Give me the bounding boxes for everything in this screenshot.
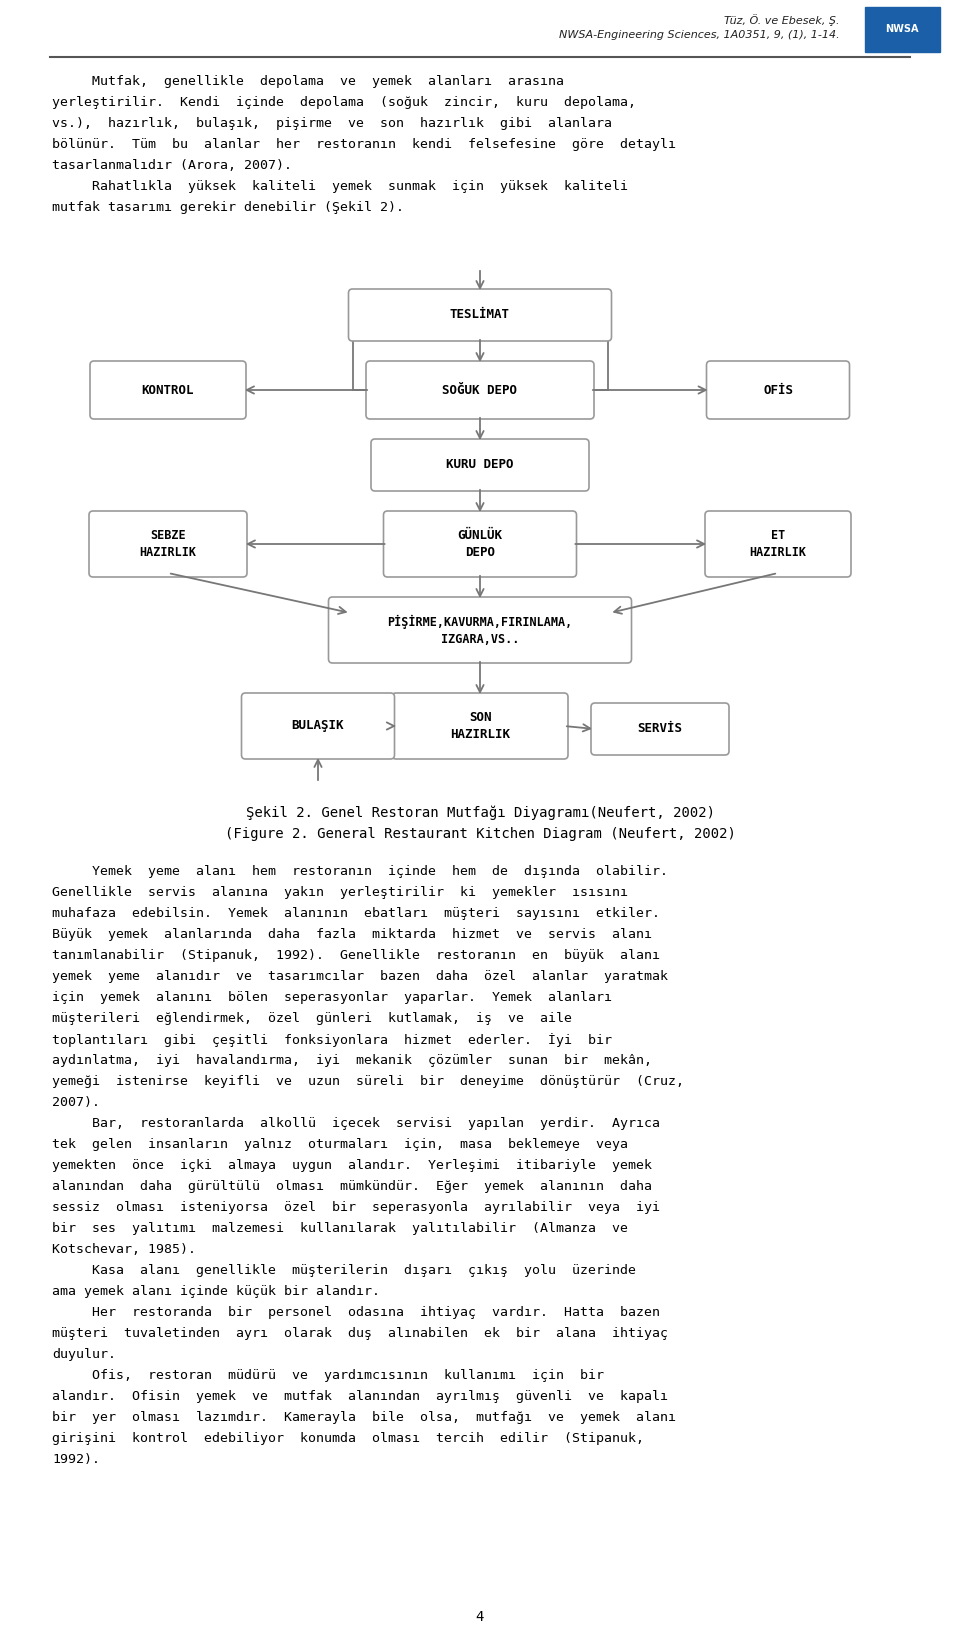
Text: duyulur.: duyulur. (52, 1348, 116, 1361)
Text: alanından  daha  gürültülü  olması  mümkündür.  Eğer  yemek  alanının  daha: alanından daha gürültülü olması mümkündü… (52, 1180, 652, 1193)
FancyBboxPatch shape (705, 510, 851, 577)
Text: tasarlanmalıdır (Arora, 2007).: tasarlanmalıdır (Arora, 2007). (52, 160, 292, 173)
Text: (Figure 2. General Restaurant Kitchen Diagram (Neufert, 2002): (Figure 2. General Restaurant Kitchen Di… (225, 826, 735, 841)
Text: Şekil 2. Genel Restoran Mutfağı Diyagramı(Neufert, 2002): Şekil 2. Genel Restoran Mutfağı Diyagram… (246, 805, 714, 820)
Text: vs.),  hazırlık,  bulaşık,  pişirme  ve  son  hazırlık  gibi  alanlara: vs.), hazırlık, bulaşık, pişirme ve son … (52, 117, 612, 130)
Text: Kotschevar, 1985).: Kotschevar, 1985). (52, 1244, 196, 1257)
Text: SEBZE
HAZIRLIK: SEBZE HAZIRLIK (139, 530, 197, 559)
Text: SOĞUK DEPO: SOĞUK DEPO (443, 383, 517, 396)
Text: SERVİS: SERVİS (637, 722, 683, 735)
Text: OFİS: OFİS (763, 383, 793, 396)
Text: girişini  kontrol  edebiliyor  konumda  olması  tercih  edilir  (Stipanuk,: girişini kontrol edebiliyor konumda olma… (52, 1433, 644, 1446)
Text: 4: 4 (476, 1610, 484, 1623)
Text: KONTROL: KONTROL (142, 383, 194, 396)
Text: aydınlatma,  iyi  havalandırma,  iyi  mekanik  çözümler  sunan  bir  mekân,: aydınlatma, iyi havalandırma, iyi mekani… (52, 1055, 652, 1068)
FancyBboxPatch shape (242, 693, 395, 760)
Text: toplantıları  gibi  çeşitli  fonksiyonlara  hizmet  ederler.  İyi  bir: toplantıları gibi çeşitli fonksiyonlara … (52, 1033, 612, 1046)
Text: GÜNLÜK
DEPO: GÜNLÜK DEPO (458, 530, 502, 559)
Text: alandır.  Ofisin  yemek  ve  mutfak  alanından  ayrılmış  güvenli  ve  kapalı: alandır. Ofisin yemek ve mutfak alanında… (52, 1390, 668, 1403)
FancyBboxPatch shape (707, 360, 850, 419)
Text: Mutfak,  genellikle  depolama  ve  yemek  alanları  arasına: Mutfak, genellikle depolama ve yemek ala… (52, 75, 564, 88)
Text: Yemek  yeme  alanı  hem  restoranın  içinde  hem  de  dışında  olabilir.: Yemek yeme alanı hem restoranın içinde h… (52, 866, 668, 879)
Text: PİŞİRME,KAVURMA,FIRINLAMA,
IZGARA,VS..: PİŞİRME,KAVURMA,FIRINLAMA, IZGARA,VS.. (388, 615, 572, 645)
Text: sessiz  olması  isteniyorsa  özel  bir  seperasyonla  ayrılabilir  veya  iyi: sessiz olması isteniyorsa özel bir seper… (52, 1201, 660, 1214)
FancyBboxPatch shape (328, 597, 632, 663)
FancyBboxPatch shape (392, 693, 568, 760)
Text: müşteri  tuvaletinden  ayrı  olarak  duş  alınabilen  ek  bir  alana  ihtiyaç: müşteri tuvaletinden ayrı olarak duş alı… (52, 1327, 668, 1340)
FancyBboxPatch shape (89, 510, 247, 577)
Text: için  yemek  alanını  bölen  seperasyonlar  yaparlar.  Yemek  alanları: için yemek alanını bölen seperasyonlar y… (52, 991, 612, 1004)
Text: yemekten  önce  içki  almaya  uygun  alandır.  Yerleşimi  itibariyle  yemek: yemekten önce içki almaya uygun alandır.… (52, 1159, 652, 1172)
Text: ET
HAZIRLIK: ET HAZIRLIK (750, 530, 806, 559)
Text: Genellikle  servis  alanına  yakın  yerleştirilir  ki  yemekler  ısısını: Genellikle servis alanına yakın yerleşti… (52, 887, 628, 900)
Text: bir  ses  yalıtımı  malzemesi  kullanılarak  yalıtılabilir  (Almanza  ve: bir ses yalıtımı malzemesi kullanılarak … (52, 1222, 628, 1236)
Text: 2007).: 2007). (52, 1095, 100, 1108)
Text: SON
HAZIRLIK: SON HAZIRLIK (450, 711, 510, 742)
Text: mutfak tasarımı gerekir denebilir (Şekil 2).: mutfak tasarımı gerekir denebilir (Şekil… (52, 200, 404, 214)
Text: yemeği  istenirse  keyifli  ve  uzun  süreli  bir  deneyime  dönüştürür  (Cruz,: yemeği istenirse keyifli ve uzun süreli … (52, 1076, 684, 1087)
FancyBboxPatch shape (366, 360, 594, 419)
Text: NWSA: NWSA (885, 24, 919, 34)
Text: yemek  yeme  alanıdır  ve  tasarımcılar  bazen  daha  özel  alanlar  yaratmak: yemek yeme alanıdır ve tasarımcılar baze… (52, 970, 668, 983)
Text: müşterileri  eğlendirmek,  özel  günleri  kutlamak,  iş  ve  aile: müşterileri eğlendirmek, özel günleri ku… (52, 1012, 572, 1025)
Text: Ofis,  restoran  müdürü  ve  yardımcısının  kullanımı  için  bir: Ofis, restoran müdürü ve yardımcısının k… (52, 1369, 604, 1382)
Text: Rahatlıkla  yüksek  kaliteli  yemek  sunmak  için  yüksek  kaliteli: Rahatlıkla yüksek kaliteli yemek sunmak … (52, 179, 628, 192)
Text: Bar,  restoranlarda  alkollü  içecek  servisi  yapılan  yerdir.  Ayrıca: Bar, restoranlarda alkollü içecek servis… (52, 1117, 660, 1130)
FancyBboxPatch shape (591, 703, 729, 755)
Text: tanımlanabilir  (Stipanuk,  1992).  Genellikle  restoranın  en  büyük  alanı: tanımlanabilir (Stipanuk, 1992). Genelli… (52, 949, 660, 962)
Text: Kasa  alanı  genellikle  müşterilerin  dışarı  çıkış  yolu  üzerinde: Kasa alanı genellikle müşterilerin dışar… (52, 1263, 636, 1276)
FancyBboxPatch shape (90, 360, 246, 419)
Text: bölünür.  Tüm  bu  alanlar  her  restoranın  kendi  felsefesine  göre  detaylı: bölünür. Tüm bu alanlar her restoranın k… (52, 139, 676, 152)
Text: Tüz, Ö. ve Ebesek, Ş.: Tüz, Ö. ve Ebesek, Ş. (725, 15, 840, 26)
Text: KURU DEPO: KURU DEPO (446, 458, 514, 471)
Text: muhafaza  edebilsin.  Yemek  alanının  ebatları  müşteri  sayısını  etkiler.: muhafaza edebilsin. Yemek alanının ebatl… (52, 906, 660, 919)
FancyBboxPatch shape (371, 438, 589, 491)
Text: NWSA-Engineering Sciences, 1A0351, 9, (1), 1-14.: NWSA-Engineering Sciences, 1A0351, 9, (1… (560, 29, 840, 41)
Text: bir  yer  olması  lazımdır.  Kamerayla  bile  olsa,  mutfağı  ve  yemek  alanı: bir yer olması lazımdır. Kamerayla bile … (52, 1412, 676, 1425)
Text: Büyük  yemek  alanlarında  daha  fazla  miktarda  hizmet  ve  servis  alanı: Büyük yemek alanlarında daha fazla mikta… (52, 927, 652, 941)
FancyBboxPatch shape (865, 7, 940, 52)
Text: Her  restoranda  bir  personel  odasına  ihtiyaç  vardır.  Hatta  bazen: Her restoranda bir personel odasına ihti… (52, 1306, 660, 1319)
Text: BULAŞIK: BULAŞIK (292, 719, 345, 732)
FancyBboxPatch shape (348, 289, 612, 341)
Text: TESLİMAT: TESLİMAT (450, 308, 510, 321)
Text: 1992).: 1992). (52, 1452, 100, 1465)
Text: yerleştirilir.  Kendi  içinde  depolama  (soğuk  zincir,  kuru  depolama,: yerleştirilir. Kendi içinde depolama (so… (52, 96, 636, 109)
Text: ama yemek alanı içinde küçük bir alandır.: ama yemek alanı içinde küçük bir alandır… (52, 1284, 380, 1297)
FancyBboxPatch shape (383, 510, 577, 577)
Text: tek  gelen  insanların  yalnız  oturmaları  için,  masa  beklemeye  veya: tek gelen insanların yalnız oturmaları i… (52, 1138, 628, 1151)
